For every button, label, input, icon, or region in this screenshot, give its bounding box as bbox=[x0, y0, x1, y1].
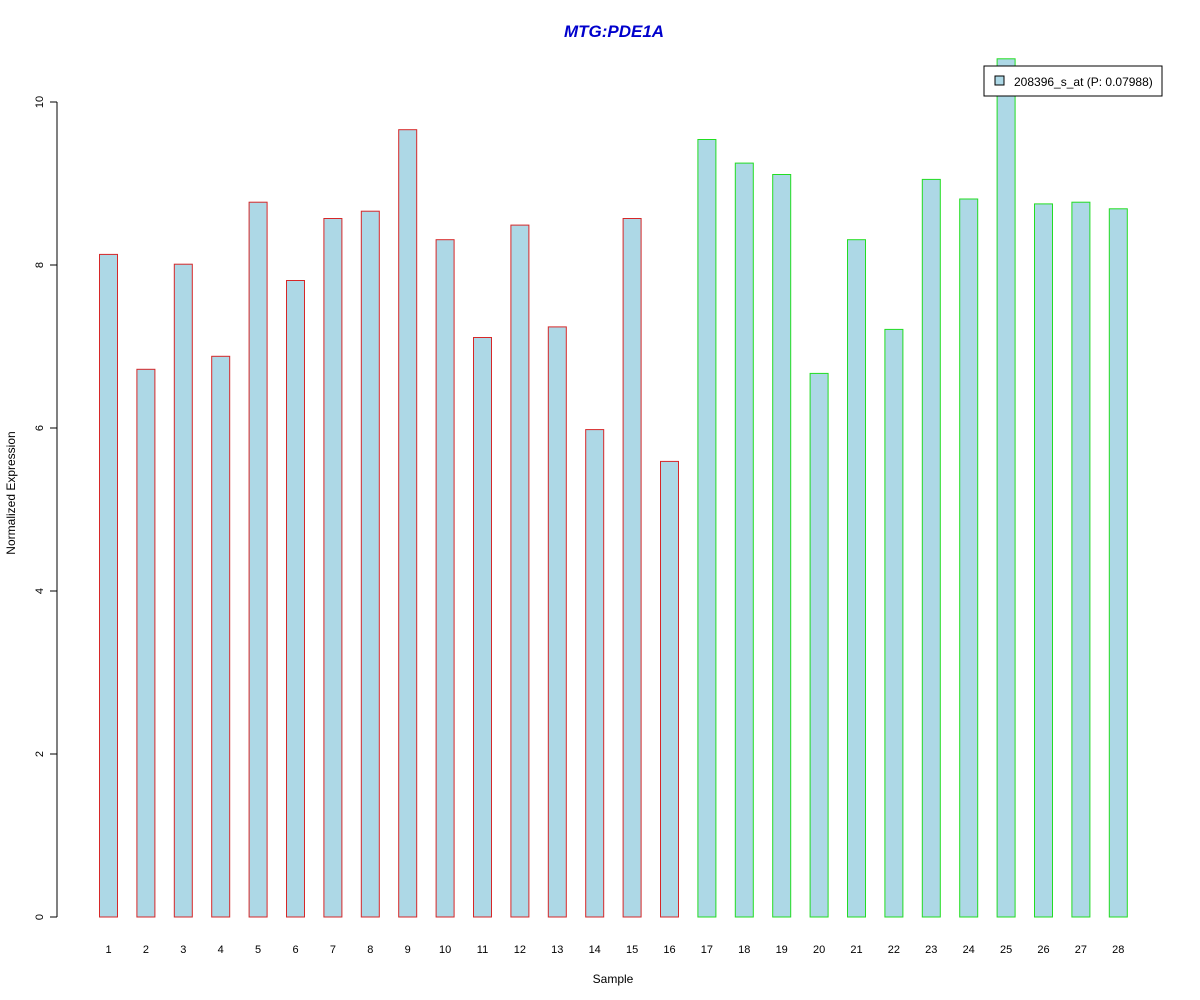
bar-sample-11 bbox=[473, 337, 492, 918]
x-tick-label: 24 bbox=[963, 944, 975, 956]
bar-sample-15 bbox=[622, 218, 642, 918]
x-tick-label: 14 bbox=[589, 944, 601, 956]
bar-sample-27 bbox=[1071, 201, 1091, 918]
x-tick-label: 5 bbox=[255, 944, 261, 956]
x-axis-tick-labels: 1 2 3 4 5 6 7 8 9 10 11 12 13 14 15 16 17 18 19 20 21 22 23 24 2… bbox=[105, 944, 1124, 956]
x-tick-label: 6 bbox=[292, 944, 298, 956]
x-tick-label: 25 bbox=[1000, 944, 1012, 956]
x-tick-label: 26 bbox=[1037, 944, 1049, 956]
x-tick-label: 2 bbox=[143, 944, 149, 956]
bar-sample-2 bbox=[136, 368, 156, 918]
y-axis-label: Normalized Expression bbox=[4, 431, 18, 554]
bar-sample-10 bbox=[435, 239, 455, 918]
legend-label: 208396_s_at (P: 0.07988) bbox=[1014, 75, 1153, 89]
x-tick-label: 19 bbox=[776, 944, 788, 956]
x-tick-label: 18 bbox=[738, 944, 750, 956]
bar-sample-6 bbox=[286, 280, 305, 918]
x-tick-label: 1 bbox=[105, 944, 111, 956]
bar-sample-7 bbox=[323, 218, 343, 918]
x-tick-label: 10 bbox=[439, 944, 451, 956]
x-tick-label: 16 bbox=[663, 944, 675, 956]
bar-sample-28 bbox=[1108, 208, 1128, 918]
bar-sample-24 bbox=[959, 198, 979, 918]
bar-sample-25 bbox=[996, 58, 1016, 918]
x-tick-label: 12 bbox=[514, 944, 526, 956]
bar-sample-9 bbox=[398, 129, 418, 918]
y-tick-label: 8 bbox=[34, 262, 46, 268]
bar-sample-12 bbox=[510, 224, 530, 918]
bar-sample-5 bbox=[248, 201, 268, 918]
y-tick-label: 10 bbox=[34, 96, 46, 108]
legend-swatch bbox=[994, 75, 1005, 86]
x-tick-label: 11 bbox=[477, 944, 488, 956]
x-tick-label: 9 bbox=[405, 944, 411, 956]
x-tick-label: 22 bbox=[888, 944, 900, 956]
chart-title: MTG:PDE1A bbox=[564, 22, 664, 41]
bar-sample-8 bbox=[360, 210, 380, 918]
x-tick-label: 4 bbox=[218, 944, 224, 956]
x-tick-label: 3 bbox=[180, 944, 186, 956]
x-tick-label: 23 bbox=[925, 944, 937, 956]
x-tick-label: 8 bbox=[367, 944, 373, 956]
y-tick-label: 0 bbox=[34, 914, 46, 920]
x-axis-label: Sample bbox=[593, 972, 634, 986]
bar-sample-23 bbox=[921, 178, 941, 918]
bar-sample-17 bbox=[697, 139, 717, 918]
bars bbox=[99, 58, 1128, 918]
x-tick-label: 15 bbox=[626, 944, 638, 956]
y-tick-label: 2 bbox=[34, 751, 46, 757]
y-tick-label: 6 bbox=[34, 425, 46, 431]
bar-sample-21 bbox=[847, 239, 866, 918]
bar-sample-19 bbox=[772, 174, 792, 918]
y-tick-label: 4 bbox=[34, 588, 46, 594]
x-tick-label: 7 bbox=[330, 944, 336, 956]
bar-sample-20 bbox=[809, 372, 829, 918]
bar-sample-3 bbox=[173, 263, 193, 918]
bar-sample-1 bbox=[99, 253, 118, 918]
legend-box bbox=[983, 65, 1163, 97]
x-tick-label: 13 bbox=[551, 944, 563, 956]
x-tick-label: 27 bbox=[1075, 944, 1087, 956]
x-tick-label: 17 bbox=[701, 944, 713, 956]
x-tick-label: 20 bbox=[813, 944, 825, 956]
bar-sample-13 bbox=[547, 326, 567, 918]
x-tick-label: 28 bbox=[1112, 944, 1124, 956]
bar-sample-14 bbox=[585, 429, 605, 918]
y-axis: 0 2 4 6 8 10 bbox=[34, 96, 58, 920]
bar-sample-16 bbox=[660, 460, 679, 918]
x-tick-label: 21 bbox=[850, 944, 862, 956]
bar-sample-4 bbox=[211, 355, 231, 918]
legend: 208396_s_at (P: 0.07988) bbox=[983, 65, 1163, 97]
bar-sample-18 bbox=[734, 162, 754, 918]
bar-sample-22 bbox=[884, 328, 904, 918]
bar-sample-26 bbox=[1034, 203, 1053, 918]
